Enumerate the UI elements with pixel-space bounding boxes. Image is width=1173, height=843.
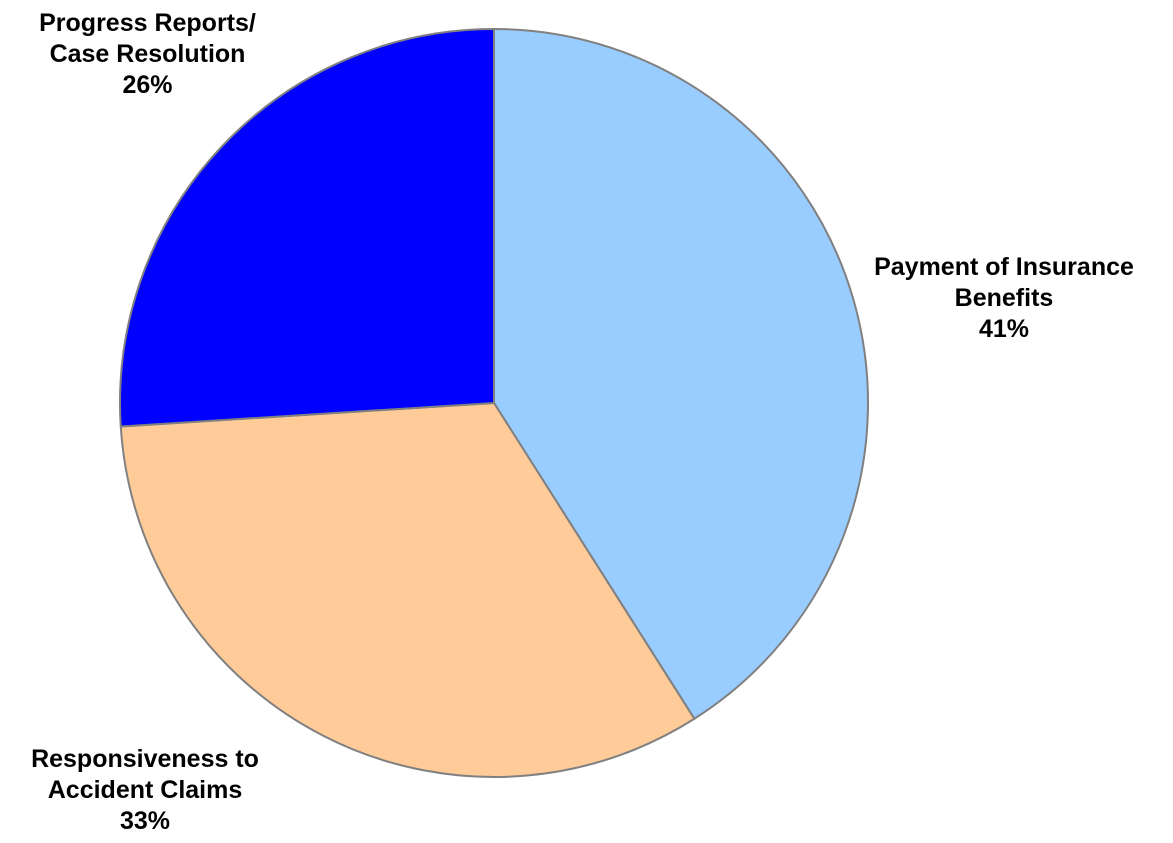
slice-label-line: Benefits <box>954 284 1054 312</box>
slice-percent-label: 41% <box>978 315 1030 343</box>
pie-slice-progress-reports-case-resolution <box>119 28 495 428</box>
slice-label-line: Payment of Insurance <box>874 253 1134 281</box>
slice-percent-label: 33% <box>119 807 171 835</box>
slice-label-line: Accident Claims <box>47 776 243 804</box>
slice-label-line: Case Resolution <box>49 40 246 68</box>
slice-label-payment-of-insurance-benefits: Payment of Insurance Benefits 41% <box>838 252 1170 345</box>
slice-label-line: Responsiveness to <box>31 745 259 773</box>
slice-label-progress-reports-case-resolution: Progress Reports/ Case Resolution 26% <box>0 8 295 101</box>
slice-percent-label: 26% <box>122 71 173 99</box>
slice-label-line: Progress Reports/ <box>39 9 256 37</box>
pie-slice-responsiveness-to-accident-claims <box>119 402 696 778</box>
pie-slice-payment-of-insurance-benefits <box>493 28 869 720</box>
slice-label-responsiveness-to-accident-claims: Responsiveness to Accident Claims 33% <box>0 744 290 837</box>
